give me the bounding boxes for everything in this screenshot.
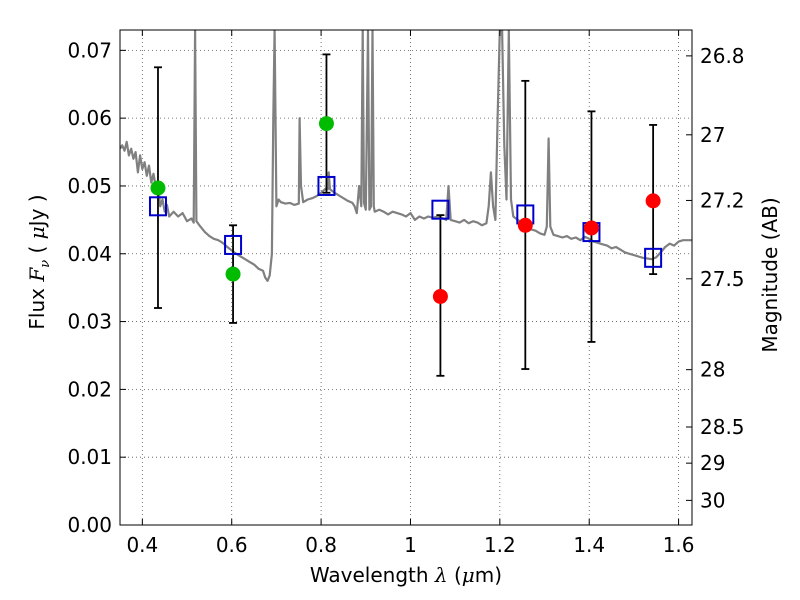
x-tick-label: 0.8 — [305, 533, 337, 557]
x-tick-label: 0.6 — [216, 533, 248, 557]
model-spectrum-line — [120, 30, 692, 282]
y2-tick-label: 28 — [700, 358, 725, 382]
model-photometry-box — [644, 247, 663, 268]
model-photometry-box — [431, 199, 450, 220]
y-tick-label: 0.01 — [67, 445, 112, 469]
y-tick-label: 0.00 — [67, 513, 112, 537]
observed-point — [225, 266, 241, 282]
observed-point — [318, 116, 334, 132]
y2-tick-label: 28.5 — [700, 415, 745, 439]
y-tick-label: 0.05 — [67, 174, 112, 198]
observed-point — [645, 193, 661, 209]
x-tick-label: 1 — [404, 533, 417, 557]
y-tick-label: 0.03 — [67, 310, 112, 334]
right-axis-label: Magnitude (AB) — [758, 197, 782, 352]
y-tick-label: 0.04 — [67, 242, 112, 266]
y2-tick-label: 26.8 — [700, 44, 745, 68]
observed-point — [517, 217, 533, 233]
model-photometry-box — [317, 175, 336, 196]
observed-point — [150, 180, 166, 196]
x-tick-label: 1.4 — [573, 533, 605, 557]
x-tick-label: 0.4 — [126, 533, 158, 557]
y-axis-label: Flux Fν ( μJy ) — [25, 194, 53, 329]
y2-tick-label: 29 — [700, 451, 725, 475]
axis-ticks: 0.4 0.6 0.8 1 1.2 1.4 1.6 0.00 0.01 0.02 0.03 0.04 0… — [67, 30, 745, 557]
y-tick-label: 0.06 — [67, 106, 112, 130]
x-tick-label: 1.6 — [663, 533, 695, 557]
model-photometry-box — [224, 234, 243, 255]
y2-tick-label: 27.5 — [700, 267, 745, 291]
model-photometry-box — [148, 196, 167, 217]
y-tick-label: 0.07 — [67, 38, 112, 62]
x-tick-label: 1.2 — [484, 533, 516, 557]
x-axis-label: Wavelength λ (μm) — [310, 563, 502, 587]
y2-tick-label: 27.2 — [700, 188, 745, 212]
y2-tick-label: 27 — [700, 123, 725, 147]
grid-lines — [120, 30, 692, 526]
observed-point — [432, 288, 448, 304]
y2-tick-label: 30 — [700, 488, 725, 512]
model-photometry-layer — [148, 175, 663, 268]
plot-frame — [119, 29, 693, 526]
model-spectrum-layer — [120, 30, 692, 282]
y-tick-label: 0.02 — [67, 377, 112, 401]
observed-point — [583, 220, 599, 236]
observed-points-layer — [150, 116, 661, 304]
